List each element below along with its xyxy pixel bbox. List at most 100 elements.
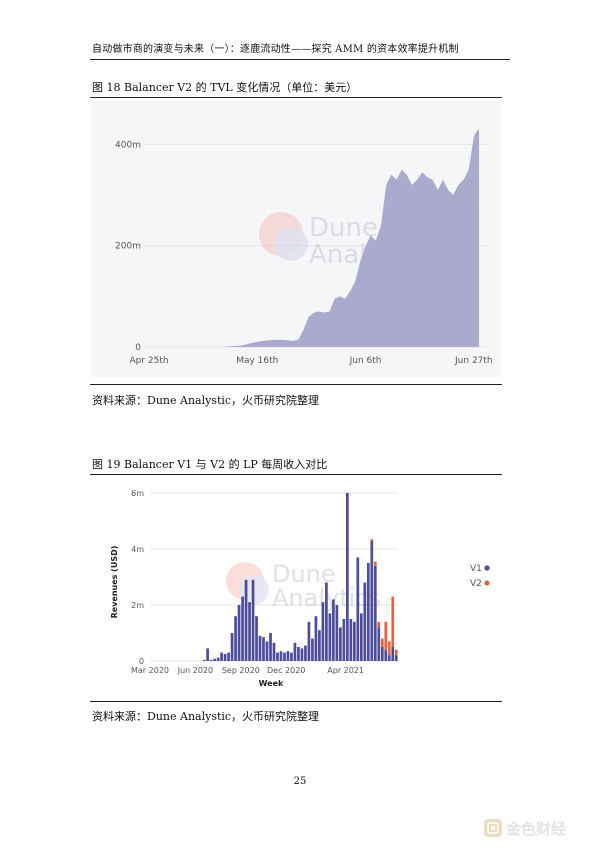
bar-v1: [230, 633, 234, 661]
page-number: 25: [293, 776, 307, 787]
bar-v2: [380, 638, 384, 647]
bar-v1: [311, 638, 314, 661]
tvl-area: [149, 129, 479, 347]
watermark-circle-red: [259, 212, 303, 256]
bar-v1: [248, 602, 251, 661]
bar-v2: [387, 641, 391, 656]
bar-v1: [269, 633, 272, 661]
bar-v1: [258, 635, 262, 661]
bar-v2: [394, 649, 398, 656]
bar-v2: [391, 596, 395, 647]
y-tick-label: 6m: [131, 489, 144, 498]
x-tick-label: Apr 2021: [327, 666, 364, 675]
bar-v1: [283, 652, 286, 661]
bar-v1: [373, 565, 377, 661]
x-tick-label: Sep 2020: [222, 666, 260, 675]
running-header: 自动做市商的演变与未来（一）：逐鹿流动性——探究 AMM 的资本效率提升机制: [92, 44, 459, 55]
x-tick-label: Dec 2020: [267, 666, 305, 675]
bar-v2: [373, 561, 377, 566]
bar-v1: [356, 557, 360, 661]
bar-v1: [370, 540, 374, 661]
bar-v1: [234, 616, 237, 661]
bar-v1: [216, 657, 220, 661]
y-tick-label: 200m: [115, 242, 141, 252]
bar-v1: [255, 616, 258, 661]
figure18-source: 资料来源：Dune Analystic，火币研究院整理: [92, 394, 320, 407]
x-tick-label: May 16th: [236, 356, 278, 366]
y-tick-label: 0: [139, 657, 144, 666]
y-axis-title: Revenues (USD): [110, 546, 119, 619]
y-tick-label: 4m: [131, 545, 144, 554]
bar-v2: [384, 621, 388, 650]
bar-v1: [377, 627, 381, 661]
bar-v1: [220, 652, 223, 661]
bar-v1: [202, 659, 206, 661]
bar-v1: [300, 648, 304, 661]
bar-v1: [380, 647, 384, 661]
watermark-logo: 金色财经: [484, 817, 584, 839]
y-tick-label: 0: [135, 343, 141, 353]
figure19-caption-rule: [90, 474, 502, 475]
bar-v1: [286, 651, 290, 661]
x-tick-label: Jun 6th: [349, 356, 382, 366]
bar-v1: [366, 563, 370, 661]
bar-v1: [321, 602, 325, 661]
bar-v1: [387, 655, 391, 661]
watermark-logo-text: 金色财经: [506, 819, 567, 838]
bar-v1: [276, 652, 279, 661]
legend-swatch-v2: [484, 580, 490, 586]
watermark-circle-blue: [274, 227, 308, 261]
figure18-bottom-rule: [90, 384, 502, 385]
bar-v1: [244, 579, 248, 661]
bar-v1: [209, 659, 213, 661]
bar-v1: [391, 647, 395, 661]
bar-v1: [213, 658, 216, 661]
bar-v1: [359, 613, 363, 661]
bar-v1: [342, 619, 346, 661]
figure18-caption: 图 18 Balancer V2 的 TVL 变化情况（单位：美元）: [92, 81, 358, 94]
bar-v1: [335, 605, 339, 661]
bar-v1: [328, 613, 332, 661]
legend: V1 V2: [470, 564, 490, 589]
bar-v1: [307, 621, 311, 661]
figure19-source: 资料来源：Dune Analystic，火币研究院整理: [92, 710, 320, 723]
x-axis-title: Week: [259, 679, 284, 688]
bar-v1: [304, 645, 307, 661]
bar-v1: [318, 630, 321, 661]
bar-v1: [227, 652, 230, 661]
legend-label-v2: V2: [470, 579, 482, 589]
bar-v1: [339, 627, 342, 661]
bar-v2: [377, 621, 381, 628]
bar-v1: [262, 637, 265, 661]
bar-v1: [325, 582, 328, 661]
bar-v1: [352, 621, 356, 661]
coin-logo-icon: [484, 819, 502, 837]
bar-v1: [241, 596, 244, 661]
y-tick-label: 2m: [131, 601, 144, 610]
bar-v1: [349, 619, 353, 661]
bar-v1: [279, 651, 283, 661]
bar-v1: [363, 582, 367, 661]
figure18-caption-rule: [90, 97, 502, 98]
x-tick-label: Jun 27th: [454, 356, 493, 366]
legend-swatch-v1: [484, 565, 490, 571]
bar-v1: [384, 649, 388, 661]
x-tick-label: Jun 2020: [177, 666, 213, 675]
bar-v1: [332, 599, 335, 661]
bar-v1: [237, 605, 241, 661]
bar-v1: [297, 647, 300, 661]
bar-v1: [223, 654, 227, 661]
legend-label-v1: V1: [470, 564, 482, 574]
watermark-text-dune: Dune: [309, 213, 378, 243]
bar-v1: [272, 642, 276, 661]
x-tick-label: Mar 2020: [131, 666, 169, 675]
bar-v1: [346, 493, 349, 661]
bar-v1: [394, 655, 398, 661]
y-tick-label: 400m: [115, 140, 141, 150]
bar-v1: [265, 641, 269, 661]
x-tick-label: Apr 25th: [129, 356, 168, 366]
header-rule: [90, 59, 510, 60]
bar-v1: [293, 642, 297, 661]
